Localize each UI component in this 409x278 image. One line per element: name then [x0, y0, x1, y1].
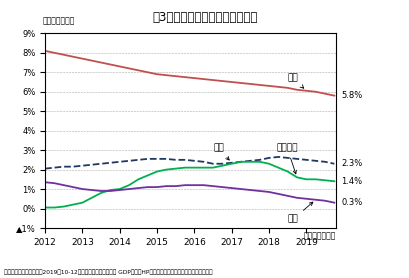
Text: 日本: 日本	[287, 202, 312, 224]
Text: 中国: 中国	[287, 74, 303, 88]
Text: ユーロ圈: ユーロ圈	[276, 144, 297, 174]
Text: 1.4%: 1.4%	[340, 177, 362, 186]
Text: （前期比年率）: （前期比年率）	[42, 17, 74, 26]
Text: 米国: 米国	[213, 144, 229, 160]
Text: （注）トレンド成長率は2019年10-12月期までの実績値（実質 GDP）からHPフィルターを用いてトレンド部分を抽出: （注）トレンド成長率は2019年10-12月期までの実績値（実質 GDP）からH…	[4, 270, 212, 275]
Text: 0.3%: 0.3%	[340, 198, 362, 207]
Text: 5.8%: 5.8%	[340, 91, 362, 100]
Text: 2.3%: 2.3%	[340, 159, 362, 168]
Text: 図3　日米欧中のトレンド成長率: 図3 日米欧中のトレンド成長率	[152, 11, 257, 24]
Text: （年・四半期）: （年・四半期）	[303, 232, 335, 241]
